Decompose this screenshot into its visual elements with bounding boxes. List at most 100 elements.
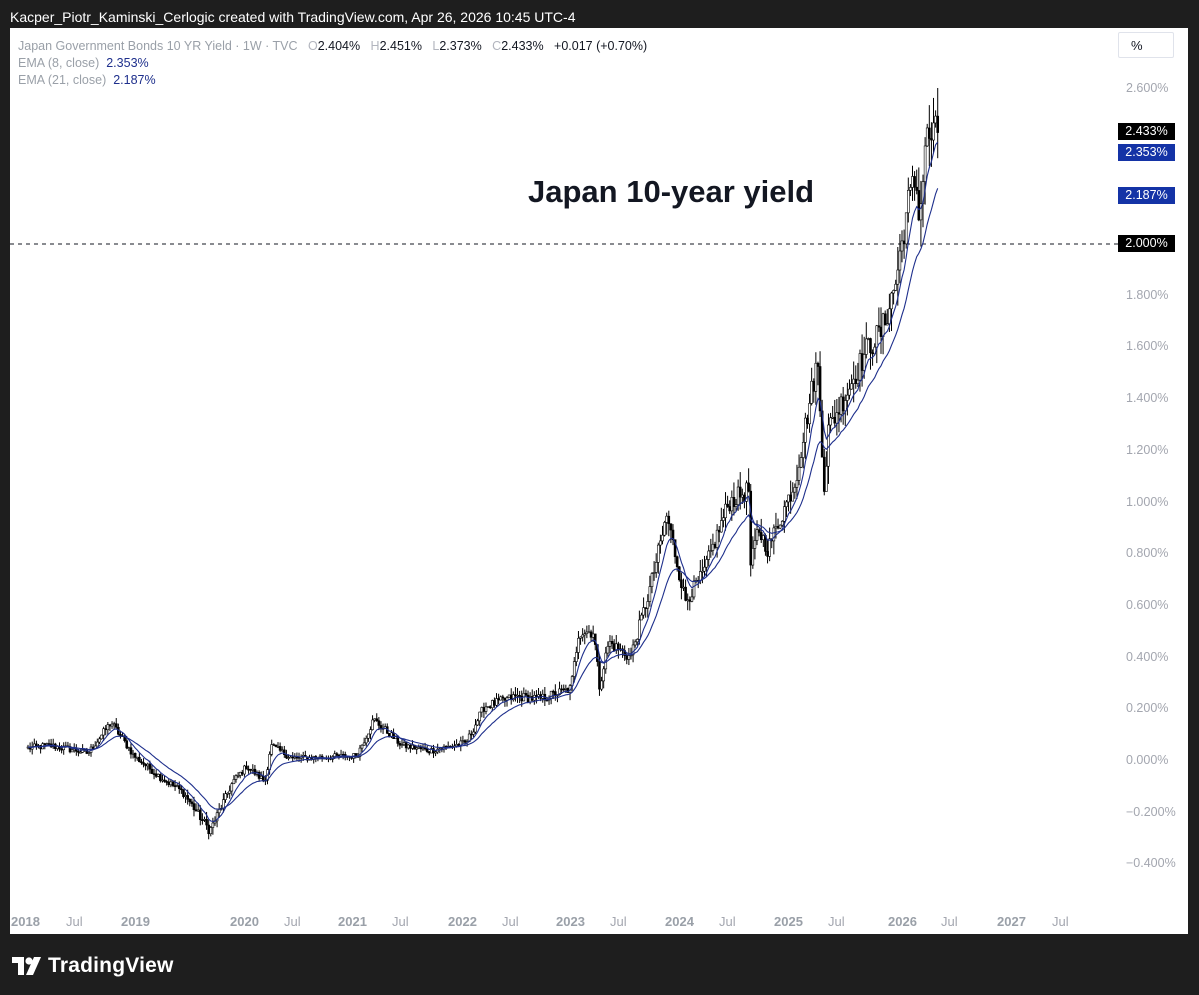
chart-caption: Kacper_Piotr_Kaminski_Cerlogic created w…: [10, 9, 576, 25]
candle-body: [907, 190, 910, 214]
candle-body: [923, 145, 927, 182]
candle-body: [369, 729, 372, 735]
candle-body: [575, 652, 578, 662]
candle-body: [196, 809, 200, 812]
candle-body: [879, 326, 883, 337]
candle-body: [726, 503, 729, 507]
candle-body: [360, 744, 364, 749]
price-chart[interactable]: [10, 28, 1188, 934]
candle-body: [488, 706, 492, 709]
candle-body: [875, 325, 879, 348]
legend-change: +0.017 (+0.70%): [554, 39, 648, 53]
candle-body: [867, 338, 870, 340]
candle-body: [904, 212, 908, 245]
candle-body: [871, 352, 874, 355]
candle-body: [43, 743, 47, 745]
candle-body: [175, 785, 179, 787]
candle-body: [787, 494, 790, 503]
candle-body: [728, 506, 732, 512]
candle-body: [793, 487, 797, 493]
candle-body: [96, 741, 99, 747]
candle-body: [890, 292, 893, 310]
candle-body: [70, 749, 74, 753]
candle-body: [295, 756, 299, 759]
legend-ema21-row: EMA (21, close) 2.187%: [18, 72, 647, 89]
ema21-line: [27, 188, 939, 810]
candle-body: [877, 325, 881, 328]
y-tick-label: 1.800%: [1126, 287, 1169, 302]
candle-body: [135, 756, 139, 759]
candle-body: [186, 795, 189, 800]
candle-body: [673, 539, 677, 558]
candle-body: [236, 775, 240, 777]
candle-body: [222, 799, 225, 809]
candle-body: [146, 763, 150, 767]
x-tick-label: 2023: [556, 914, 585, 929]
candle-body: [913, 176, 916, 188]
candle-body: [642, 607, 645, 616]
unit-selector[interactable]: %: [1118, 32, 1174, 58]
chart-annotation: Japan 10-year yield: [528, 174, 815, 209]
candle-body: [148, 763, 152, 770]
legend-close: 2.433%: [501, 39, 544, 53]
candle-body: [633, 641, 637, 646]
x-tick-label: 2019: [121, 914, 150, 929]
legend-open-key: O: [307, 39, 318, 53]
candle-body: [253, 768, 257, 775]
candle-body: [680, 579, 683, 588]
candle-body: [77, 751, 80, 753]
candle-body: [768, 538, 771, 557]
candle-body: [45, 743, 49, 745]
candle-body: [898, 250, 902, 271]
candle-body: [860, 353, 864, 371]
candle-body: [100, 734, 103, 740]
candle-body: [797, 466, 801, 481]
candle-body: [180, 788, 183, 791]
candle-body: [825, 465, 828, 492]
candle-body: [610, 640, 614, 644]
candle-body: [583, 633, 587, 636]
candle-body: [724, 503, 727, 519]
candle-body: [259, 775, 263, 779]
candle-body: [501, 696, 505, 699]
chart-area[interactable]: Japan Government Bonds 10 YR Yield · 1W …: [10, 28, 1188, 934]
candle-body: [862, 354, 866, 371]
candle-body: [484, 706, 488, 712]
candle-body: [766, 551, 769, 557]
candle-body: [497, 698, 500, 701]
candle-body: [747, 482, 750, 492]
candle-body: [127, 747, 131, 750]
candle-body: [795, 480, 799, 488]
candle-body: [104, 728, 108, 731]
candle-body: [833, 416, 837, 424]
candle-body: [106, 724, 110, 731]
candle-body: [762, 535, 765, 541]
y-tick-label: 0.800%: [1126, 546, 1169, 561]
candle-body: [91, 746, 95, 749]
candle-body: [741, 494, 744, 498]
candle-body: [900, 240, 904, 252]
candle-body: [780, 520, 784, 526]
candle-body: [518, 695, 521, 697]
x-tick-label: Jul: [392, 914, 409, 929]
candle-body: [163, 779, 166, 782]
candle-body: [427, 751, 431, 754]
candle-body: [638, 619, 641, 640]
candle-body: [852, 378, 855, 384]
candle-body: [35, 743, 38, 747]
candle-body: [911, 176, 914, 188]
candle-body: [400, 744, 404, 746]
candle-body: [243, 765, 246, 775]
candle-body: [198, 809, 202, 820]
legend-open: 2.404%: [317, 39, 361, 53]
candle-body: [677, 566, 681, 581]
candle-body: [169, 781, 173, 786]
candle-body: [415, 747, 418, 750]
candle-body: [398, 743, 402, 746]
tradingview-logo[interactable]: TradingView: [12, 952, 174, 980]
candle-body: [228, 790, 231, 794]
candle-body: [278, 746, 282, 751]
candle-body: [589, 631, 593, 638]
candle-body: [892, 290, 895, 294]
candle-body: [165, 781, 168, 783]
